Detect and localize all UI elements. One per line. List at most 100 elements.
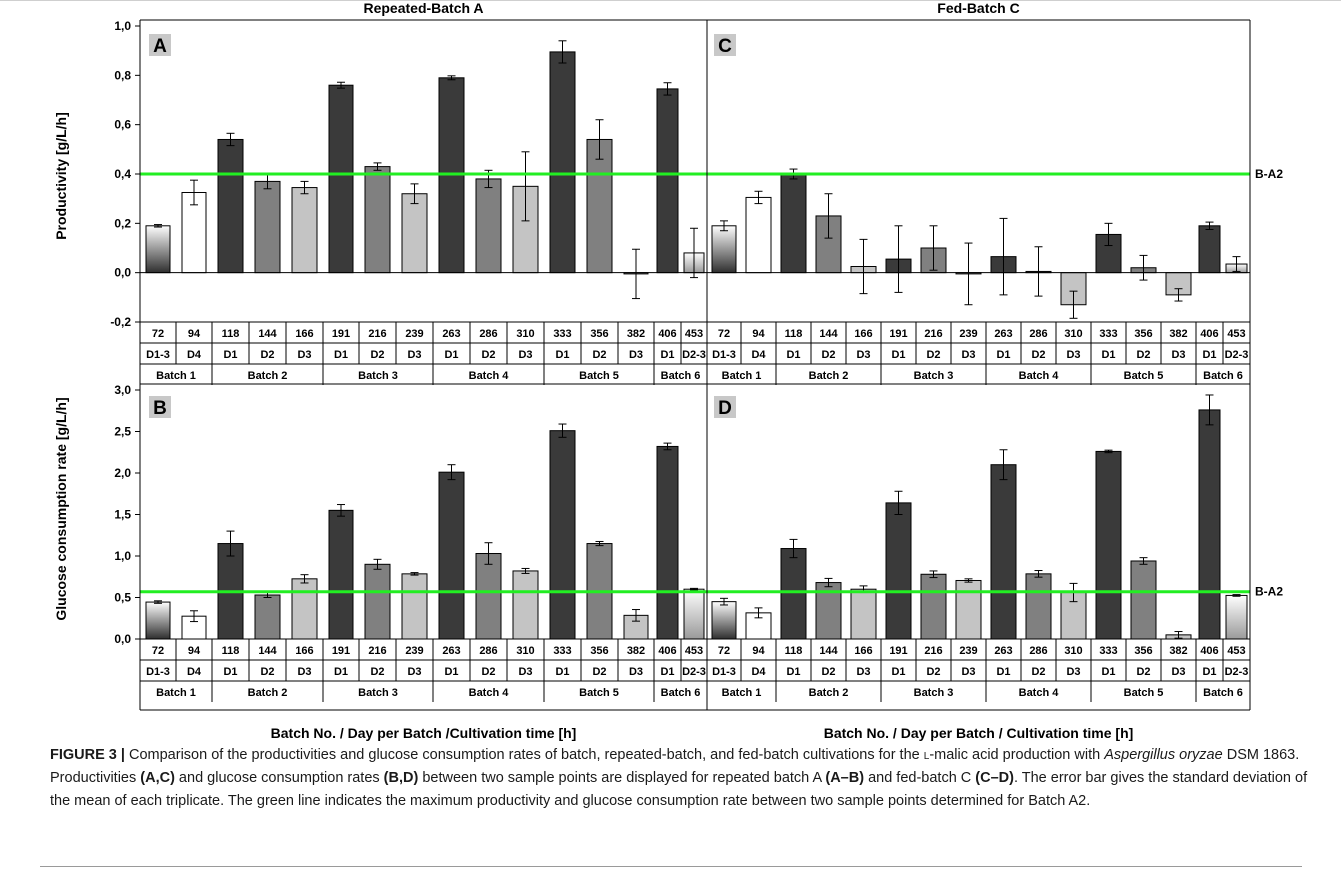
time-label-333: 333 [1099, 645, 1117, 657]
batch-label: Batch 6 [661, 370, 701, 382]
day-label: D3 [1171, 349, 1185, 361]
batch-label: Batch 3 [358, 370, 398, 382]
y-tick-label: 0,8 [114, 68, 131, 82]
errorbar-D-72 [720, 597, 728, 606]
batch-label: Batch 6 [661, 687, 701, 699]
time-label-382: 382 [627, 328, 645, 340]
day-label: D2 [1031, 666, 1045, 678]
y-tick-label: 1,5 [114, 508, 131, 522]
day-label: D3 [856, 666, 870, 678]
y-tick-label: 0,6 [114, 118, 131, 132]
time-label-239: 239 [405, 645, 423, 657]
errorbar-B-310 [521, 567, 530, 574]
bar-D-406 [1198, 409, 1221, 640]
caption-text-6: and fed-batch C [864, 770, 976, 786]
day-label: D2-3 [682, 349, 706, 361]
day-label: D1 [891, 349, 905, 361]
y-axis-label-productivity: Productivity [g/L/h] [53, 112, 69, 240]
time-label-453: 453 [1227, 645, 1245, 657]
batch-label: Batch 4 [1019, 687, 1060, 699]
errorbar-A-216 [373, 162, 382, 171]
caption-text-5: between two sample points are displayed … [418, 770, 826, 786]
errorbar-B-166 [300, 574, 309, 584]
y-tick-label: -0,2 [110, 315, 131, 329]
bar-B-333 [549, 430, 576, 640]
bar-B-239 [401, 573, 428, 640]
y-tick-label: 0,5 [114, 591, 131, 605]
day-label: D1 [555, 666, 569, 678]
y-tick-label: 2,5 [114, 425, 131, 439]
errorbar-B-72 [154, 600, 162, 604]
day-label: D1 [996, 666, 1010, 678]
figure-caption: FIGURE 3 | Comparison of the productivit… [50, 744, 1310, 813]
errorbar-B-216 [373, 558, 382, 570]
time-label-144: 144 [819, 328, 838, 340]
bar-A-406 [656, 88, 679, 274]
bar-D-72 [711, 601, 737, 640]
day-label: D2 [926, 349, 940, 361]
day-label: D3 [1171, 666, 1185, 678]
errorbar-C-191 [894, 225, 903, 293]
errorbar-B-94 [190, 610, 198, 623]
bar-D-333 [1095, 450, 1122, 640]
batch-label: Batch 2 [809, 370, 849, 382]
day-label: D1 [444, 349, 458, 361]
errorbar-B-118 [226, 530, 235, 557]
errorbar-D-118 [789, 538, 798, 559]
time-label-356: 356 [1134, 645, 1152, 657]
caption-smallcaps: l [923, 747, 930, 763]
day-label: D3 [407, 666, 421, 678]
time-label-263: 263 [994, 328, 1012, 340]
day-label: D1-3 [146, 666, 170, 678]
time-label-453: 453 [685, 328, 703, 340]
time-label-144: 144 [258, 645, 277, 657]
day-label: D1 [660, 666, 674, 678]
bar-D-239 [955, 579, 982, 640]
time-label-216: 216 [368, 645, 386, 657]
errorbar-D-94 [754, 607, 763, 619]
time-label-333: 333 [553, 645, 571, 657]
errorbar-D-239 [964, 578, 973, 583]
time-label-72: 72 [152, 645, 164, 657]
day-label: D3 [297, 349, 311, 361]
errorbar-C-406 [1205, 221, 1214, 230]
errorbar-C-453 [1232, 256, 1241, 272]
batch-label: Batch 5 [579, 370, 619, 382]
day-label: D1 [334, 666, 348, 678]
caption-text-7: . The error bar gives the standard devia… [50, 770, 1308, 809]
day-label: D1-3 [712, 349, 736, 361]
errorbar-A-333 [558, 40, 567, 64]
time-label-382: 382 [1169, 328, 1187, 340]
bar-D-286 [1025, 573, 1052, 640]
y-tick-label: 1,0 [114, 19, 131, 33]
day-label: D1 [223, 349, 237, 361]
errorbar-B-382 [632, 609, 640, 622]
figure-chart: B-A2 B-A2 72 D1-3 94 D4 118 D1 144 D2 166 D3 191 D1 21… [53, 0, 1283, 741]
day-label: D2 [370, 349, 384, 361]
time-label-310: 310 [1064, 645, 1082, 657]
time-label-310: 310 [516, 645, 534, 657]
time-label-166: 166 [854, 645, 872, 657]
batch-label: Batch 4 [1019, 370, 1060, 382]
batch-label: Batch 4 [469, 370, 510, 382]
day-label: D1 [444, 666, 458, 678]
bar-A-239 [401, 193, 428, 274]
day-label: D3 [518, 666, 532, 678]
y-tick-label: 0,2 [114, 216, 131, 230]
errorbar-A-94 [190, 179, 198, 206]
time-label-191: 191 [332, 645, 350, 657]
day-label: D2-3 [1225, 349, 1249, 361]
time-label-406: 406 [658, 328, 676, 340]
errorbar-B-406 [663, 442, 672, 451]
day-label: D1 [1202, 666, 1216, 678]
batch-label: Batch 1 [156, 370, 196, 382]
errorbar-D-144 [824, 577, 833, 588]
batch-label: Batch 1 [722, 370, 762, 382]
bottom-rule [40, 866, 1302, 867]
day-label: D1 [996, 349, 1010, 361]
time-label-166: 166 [295, 328, 313, 340]
errorbar-C-356 [1139, 254, 1148, 281]
day-label: D1 [1101, 349, 1115, 361]
time-label-239: 239 [959, 328, 977, 340]
time-label-239: 239 [405, 328, 423, 340]
